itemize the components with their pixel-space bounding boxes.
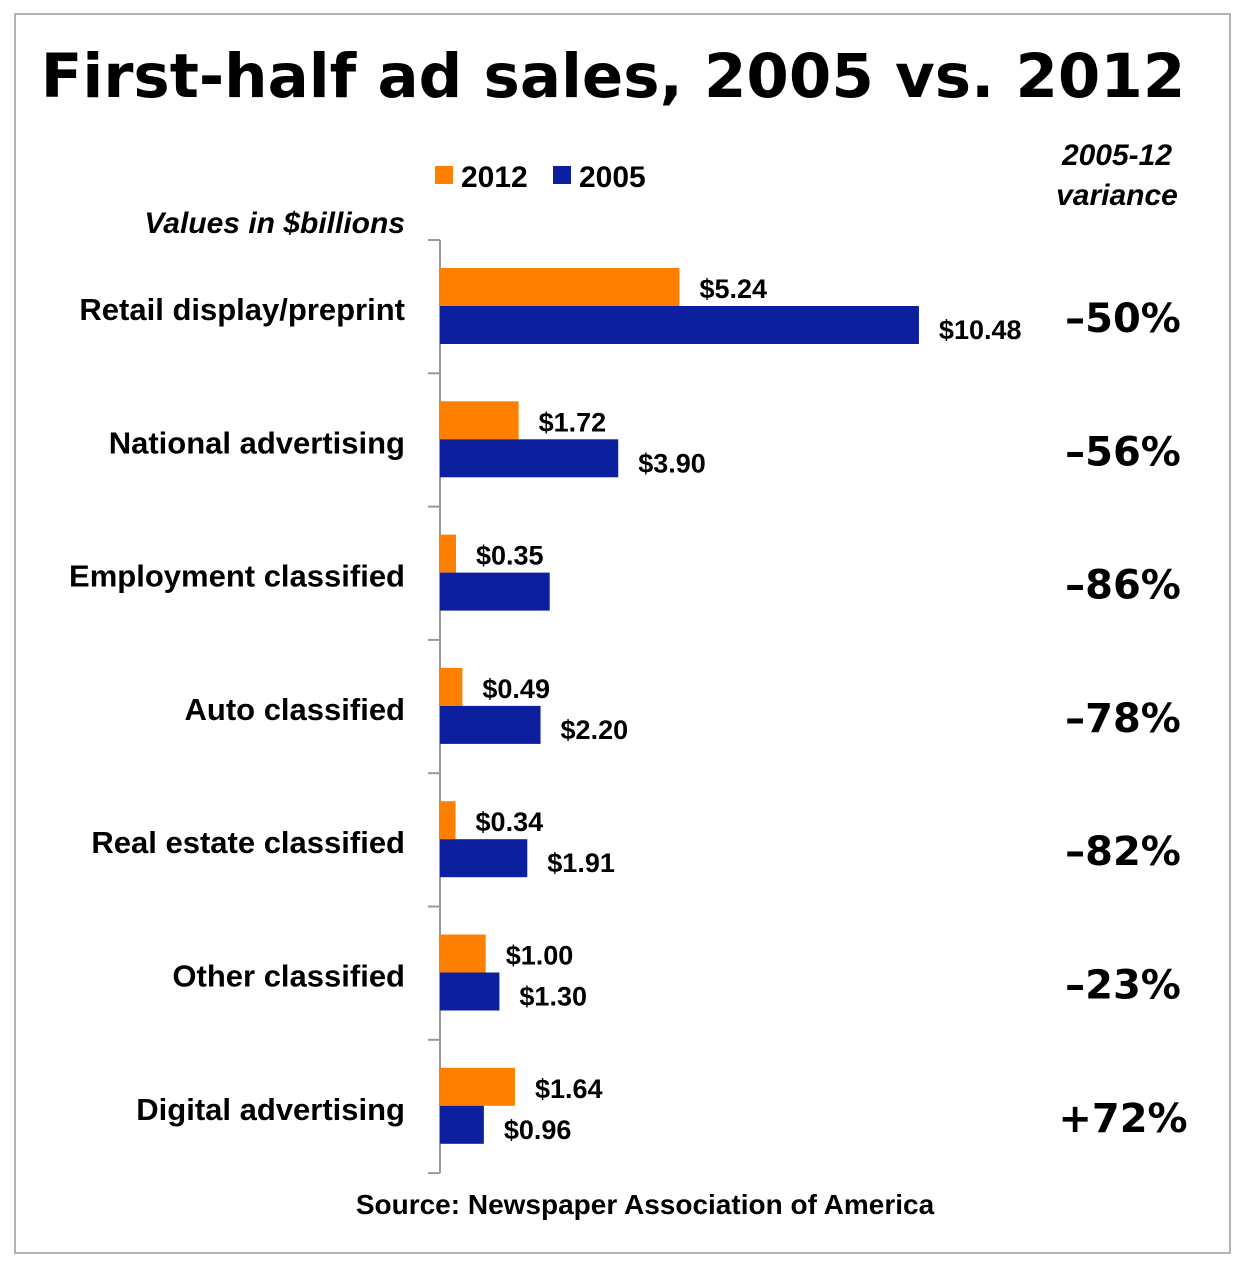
category-label: Auto classified bbox=[185, 692, 406, 727]
category-label: Other classified bbox=[172, 959, 405, 994]
data-label-2012: $5.24 bbox=[699, 274, 767, 304]
data-label-2005: $1.30 bbox=[519, 982, 587, 1012]
variance-value: –56% bbox=[1065, 429, 1181, 475]
variance-value: +72% bbox=[1058, 1096, 1187, 1142]
data-label-2005: $2.20 bbox=[561, 715, 629, 745]
data-label-2005: $0.96 bbox=[504, 1115, 572, 1145]
data-label-2012: $1.00 bbox=[506, 941, 574, 971]
category-axis bbox=[428, 239, 441, 1175]
data-label-2005: $1.91 bbox=[547, 848, 615, 878]
bar-2012 bbox=[440, 534, 456, 573]
bar-2012 bbox=[440, 268, 680, 306]
category-labels: Retail display/preprint National advertis… bbox=[69, 292, 405, 1127]
data-label-2012: $0.49 bbox=[482, 674, 550, 704]
variance-value: –23% bbox=[1065, 963, 1181, 1009]
data-label-2012: $1.72 bbox=[539, 407, 607, 437]
bar-2005 bbox=[440, 972, 500, 1011]
chart-frame bbox=[14, 13, 1231, 1254]
units-note: Values in $billions bbox=[144, 207, 405, 240]
variance-value: –82% bbox=[1065, 829, 1181, 875]
bar-2005 bbox=[440, 839, 528, 878]
data-label-2012: $0.35 bbox=[476, 541, 544, 571]
legend: 2012 2005 bbox=[435, 161, 646, 194]
data-label-2005: $3.90 bbox=[638, 448, 706, 478]
category-label: Employment classified bbox=[69, 559, 405, 594]
legend-swatch-2005 bbox=[553, 166, 571, 184]
source-note: Source: Newspaper Association of America bbox=[356, 1189, 935, 1220]
bar-2012 bbox=[440, 1067, 515, 1106]
bar-2012 bbox=[440, 801, 456, 840]
bar-2005 bbox=[440, 572, 550, 611]
variance-labels: –50% –56% –86% –78% –82% –23% +72% bbox=[1058, 296, 1187, 1142]
variance-value: –86% bbox=[1065, 563, 1181, 609]
data-label-2012: $1.64 bbox=[535, 1074, 603, 1104]
variance-value: –78% bbox=[1065, 696, 1181, 742]
bars: $5.24 $10.48 $1.72 $3.90 $0.35 $0.49 $2.20 $0.3… bbox=[440, 268, 1022, 1145]
category-label: Retail display/preprint bbox=[79, 292, 405, 327]
variance-header-line1: 2005-12 bbox=[1061, 139, 1172, 172]
data-label-2005: $10.48 bbox=[939, 315, 1022, 345]
legend-label-2005: 2005 bbox=[579, 161, 646, 194]
bar-2005 bbox=[440, 306, 919, 344]
bar-2012 bbox=[440, 934, 486, 973]
category-label: Real estate classified bbox=[91, 825, 405, 860]
bar-2012 bbox=[440, 401, 519, 440]
bar-2005 bbox=[440, 705, 541, 744]
chart-title: First-half ad sales, 2005 vs. 2012 bbox=[41, 41, 1186, 112]
bar-2005 bbox=[440, 439, 619, 478]
legend-label-2012: 2012 bbox=[461, 161, 528, 194]
bar-2012 bbox=[440, 667, 463, 706]
variance-header-line2: variance bbox=[1056, 179, 1178, 212]
category-label: Digital advertising bbox=[136, 1092, 405, 1127]
variance-value: –50% bbox=[1065, 296, 1181, 342]
category-label: National advertising bbox=[109, 425, 405, 460]
data-label-2012: $0.34 bbox=[476, 807, 544, 837]
legend-swatch-2012 bbox=[435, 166, 453, 184]
bar-2005 bbox=[440, 1105, 484, 1144]
